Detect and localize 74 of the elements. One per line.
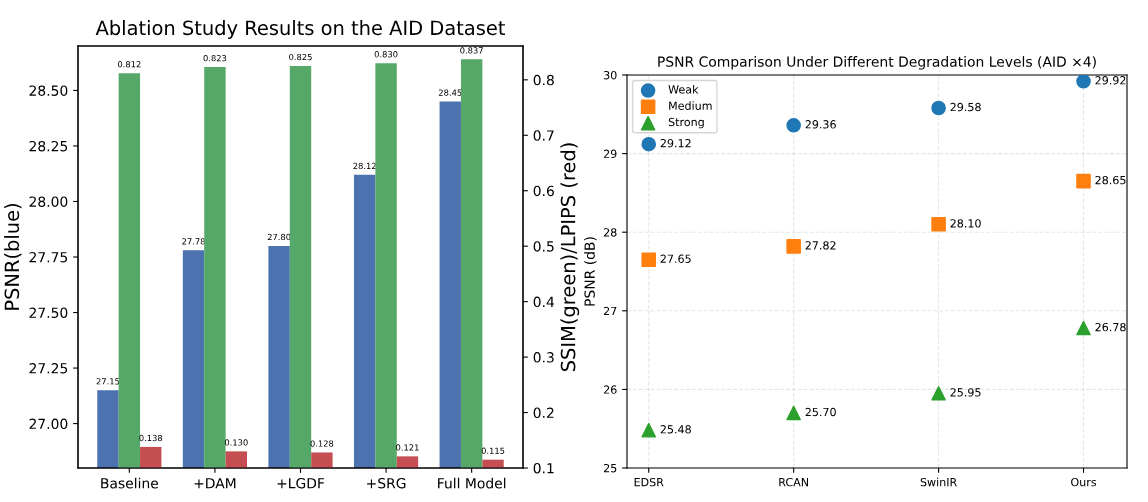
y-tick-label: 27.25	[29, 363, 68, 374]
point	[641, 252, 657, 267]
chart-title: PSNR Comparison Under Different Degradation Levels (AID ×4)	[658, 56, 1096, 70]
point	[931, 217, 946, 232]
y2-tick-label: 0.5	[533, 241, 554, 252]
y2-tick-label: 0.7	[533, 130, 554, 141]
data-label: 28.12	[353, 162, 376, 170]
x-tick-label: Ours	[1071, 477, 1097, 487]
y-tick-label: 27.00	[29, 418, 68, 430]
y-axis-title: PSNR(blue)	[4, 204, 22, 310]
y-tick-label: 29	[603, 149, 617, 158]
point	[931, 100, 946, 116]
x-tick-label: +DAM	[194, 478, 236, 489]
data-label: 27.80	[267, 233, 291, 241]
point	[931, 386, 946, 401]
y-tick-label: 25	[603, 463, 617, 473]
point	[786, 405, 801, 421]
y-tick-label: 28.25	[29, 140, 68, 152]
y-tick-label: 27.75	[29, 251, 68, 263]
y2-tick-label: 0.2	[533, 407, 554, 419]
data-label: 29.92	[1095, 76, 1126, 85]
data-label: 0.812	[117, 61, 141, 68]
point	[1076, 320, 1091, 336]
point	[641, 136, 657, 152]
legend-label: Strong	[668, 117, 704, 129]
point	[786, 239, 801, 254]
x-tick-label: SwinIR	[920, 477, 957, 487]
point	[1076, 173, 1091, 189]
y-tick-label: 28	[603, 228, 617, 237]
y-tick-label: 28.00	[29, 196, 68, 207]
y-tick-label: 28.50	[29, 85, 68, 96]
data-label: 27.78	[182, 238, 205, 245]
point	[786, 118, 801, 133]
y-tick-label: 26	[603, 385, 617, 394]
x-tick-label: +SRG	[367, 477, 406, 489]
data-label: 0.130	[224, 439, 248, 446]
data-label: 0.121	[396, 444, 419, 451]
y2-tick-label: 0.4	[533, 296, 555, 308]
y2-axis-title: SSIM(green)/LPIPS (red)	[560, 143, 580, 372]
data-label: 0.823	[203, 54, 227, 62]
data-label: 25.70	[805, 407, 836, 417]
data-label: 28.45	[438, 89, 462, 96]
data-label: 28.10	[950, 219, 981, 228]
y2-tick-label: 0.1	[533, 462, 554, 474]
y-tick-label: 30	[603, 70, 617, 80]
x-tick-label: RCAN	[779, 477, 808, 487]
data-label: 0.825	[289, 53, 312, 61]
y2-tick-label: 0.3	[533, 352, 554, 363]
legend-label: Weak	[668, 85, 699, 94]
x-tick-label: EDSR	[634, 477, 664, 487]
data-label: 0.830	[374, 51, 398, 58]
x-tick-label: Full Model	[438, 477, 506, 489]
point	[641, 422, 657, 438]
data-label: 25.95	[950, 388, 981, 397]
point	[1076, 75, 1091, 89]
data-label: 26.78	[1095, 322, 1126, 332]
y-tick-label: 27.50	[29, 307, 68, 318]
data-label: 29.58	[950, 102, 981, 112]
data-label: 27.82	[805, 241, 836, 250]
y-tick-label: 27	[603, 306, 617, 316]
data-label: 28.65	[1095, 175, 1126, 185]
x-tick-label: +LGDF	[277, 477, 325, 489]
data-label: 25.48	[660, 425, 691, 434]
data-label: 29.36	[805, 120, 836, 129]
data-label: 29.12	[660, 138, 691, 148]
data-label: 27.65	[660, 254, 691, 263]
y2-tick-label: 0.6	[533, 185, 554, 197]
x-tick-label: Baseline	[101, 477, 159, 489]
data-label: 0.837	[460, 47, 483, 54]
data-label: 27.15	[96, 378, 120, 385]
legend-label: Medium	[669, 101, 712, 110]
chart-title: Ablation Study Results on the AID Dataset	[95, 20, 505, 39]
y-axis-title: PSNR (dB)	[584, 237, 597, 306]
y2-tick-label: 0.8	[533, 74, 554, 86]
